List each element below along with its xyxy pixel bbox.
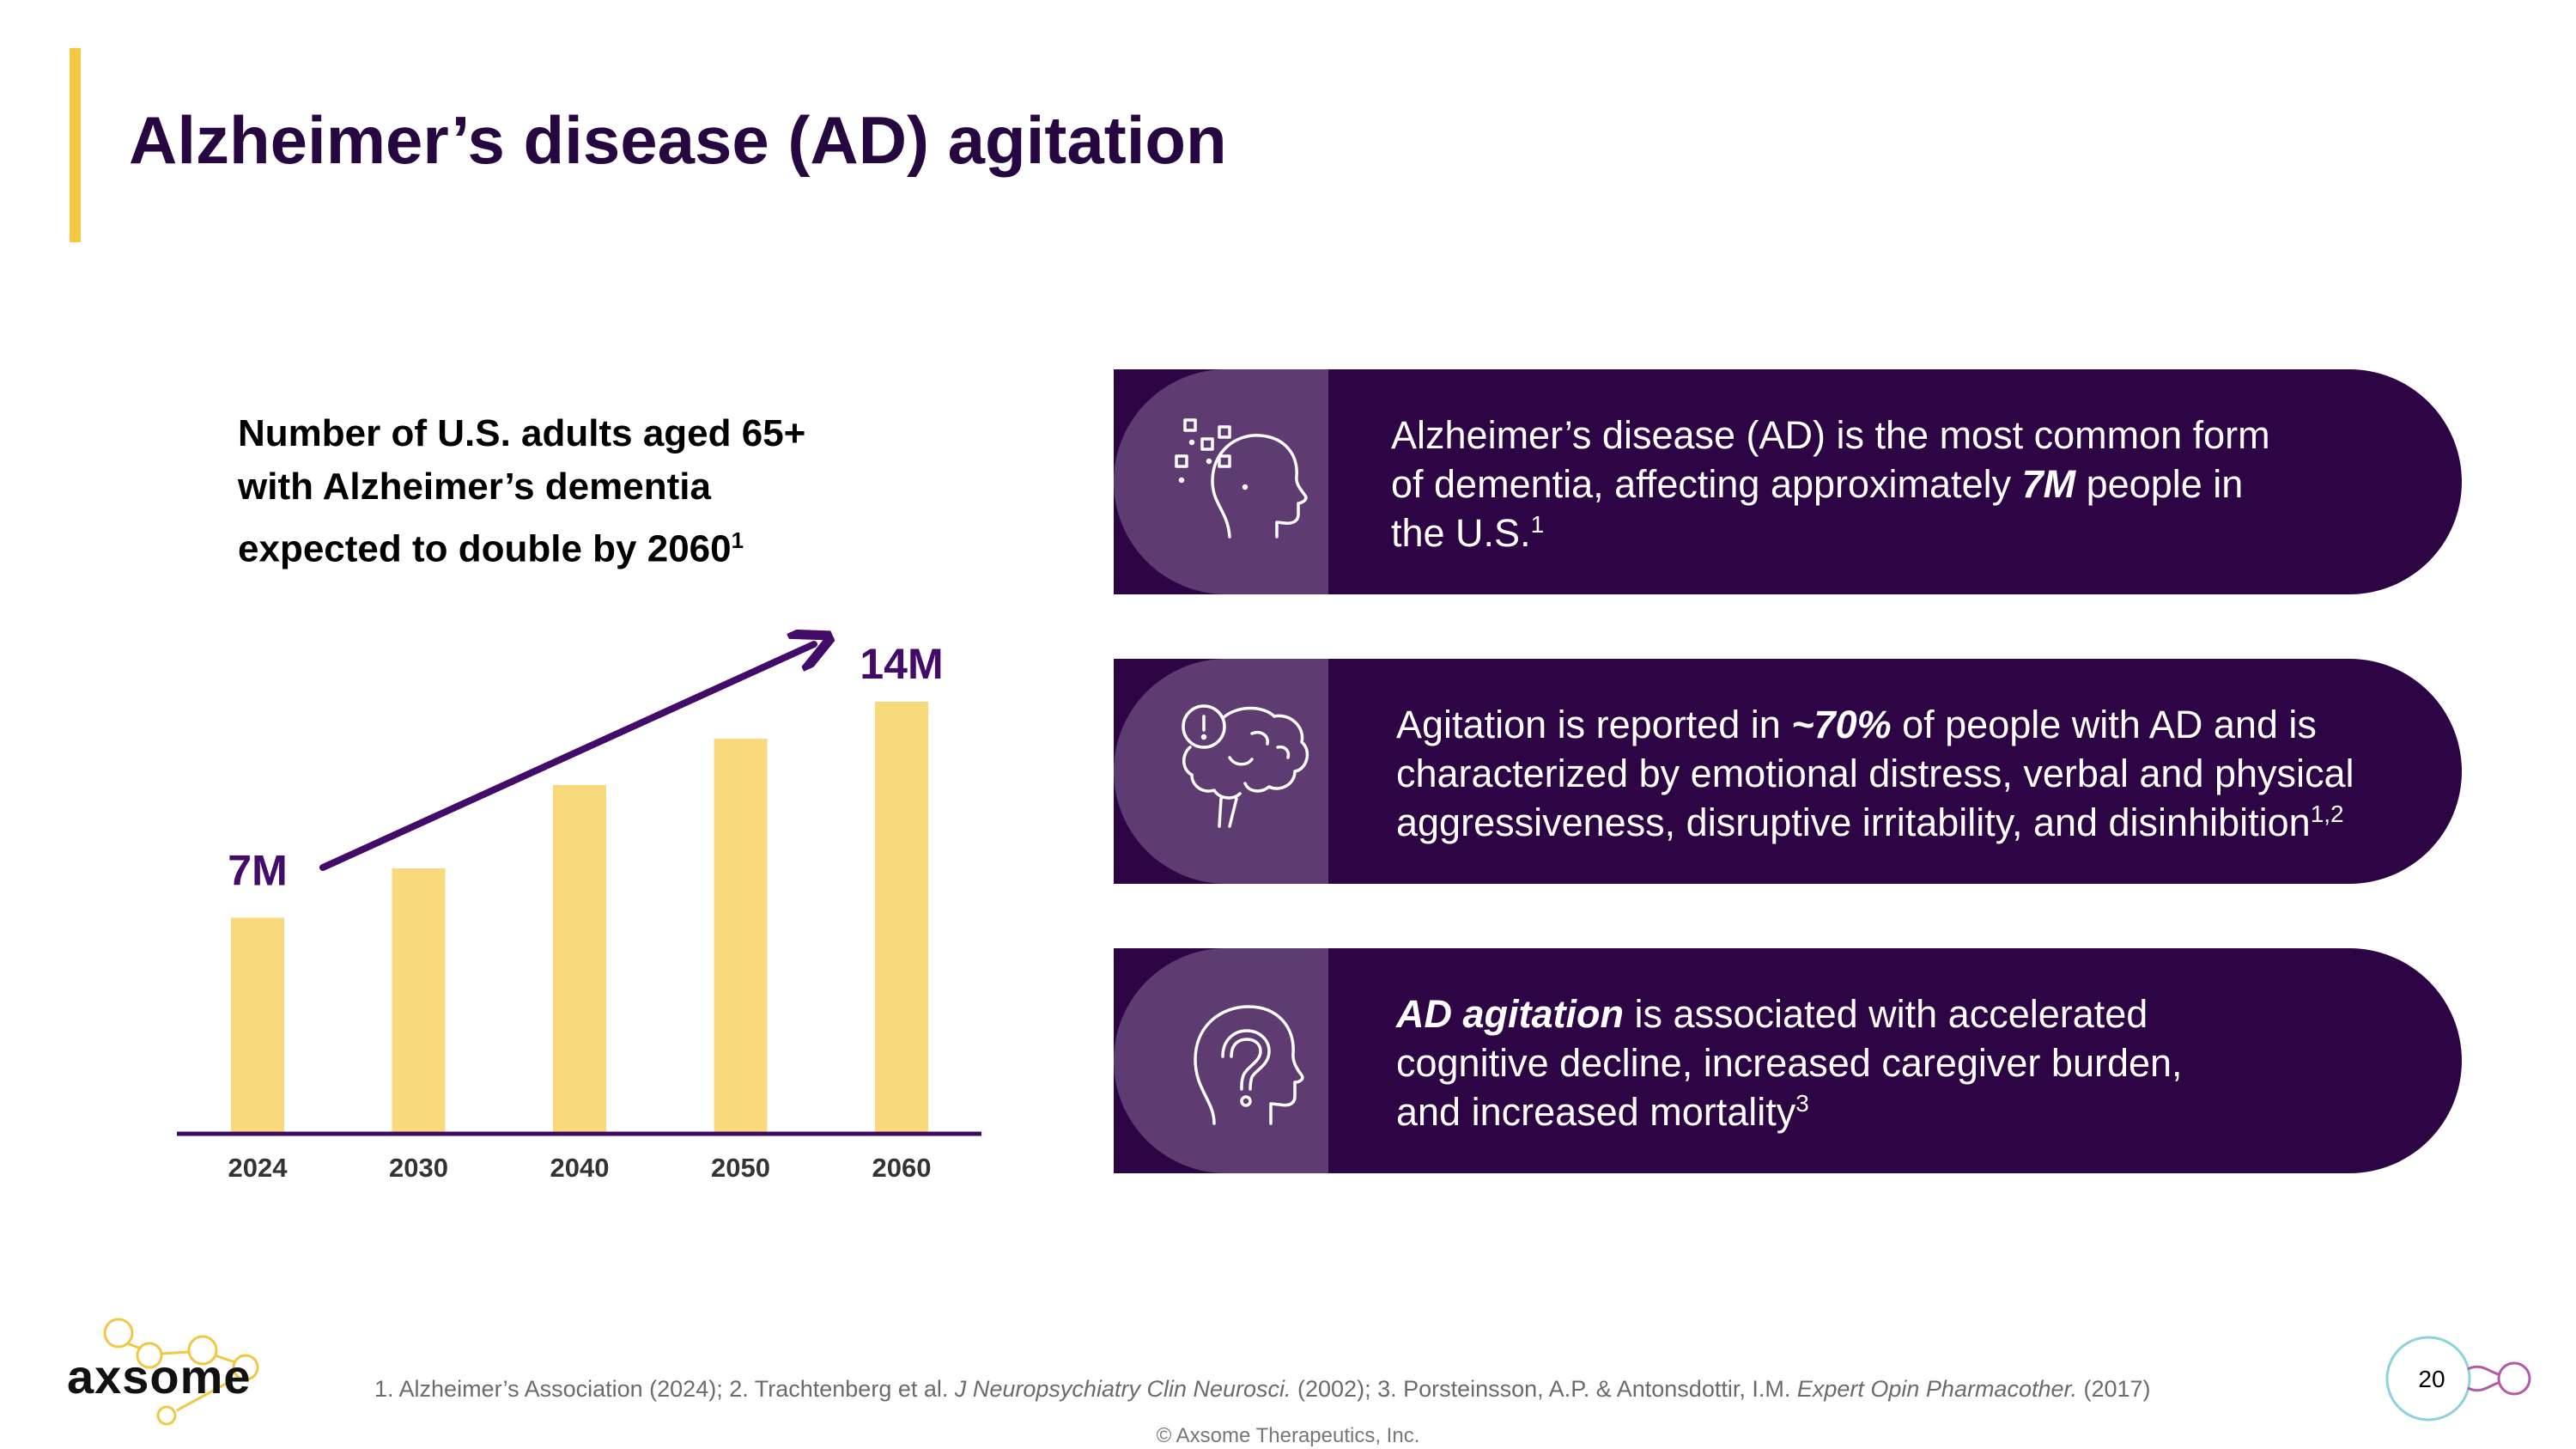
- reference-2-journal: Expert Opin Pharmacother.: [1796, 1376, 2077, 1402]
- chart-heading-line-1: Number of U.S. adults aged 65+: [238, 412, 806, 454]
- chart-heading-footnote-ref: 1: [731, 527, 744, 553]
- fact-card-agitation: [1114, 659, 2462, 884]
- bar-2024: [231, 917, 284, 1134]
- x-tick-label-2040: 2040: [550, 1153, 610, 1183]
- fact-2-line-3: aggressiveness, disruptive irritability,…: [1396, 798, 2444, 847]
- fact-card-agitation-icon-panel: [1114, 659, 1328, 884]
- bar-2050: [714, 739, 768, 1134]
- fact-1-line-2-pre: of dementia, affecting approximately: [1391, 462, 2022, 506]
- fact-3-line-1-post: is associated with accelerated: [1624, 992, 2148, 1036]
- fact-1-line-3: the U.S.1: [1391, 508, 2439, 557]
- fact-2-line-1-post: of people with AD and is: [1891, 703, 2317, 746]
- reference-2: (2002); 3. Porsteinsson, A.P. & Antonsdo…: [1291, 1376, 1797, 1402]
- fact-1-emphasis: 7M: [2021, 462, 2076, 506]
- copyright: © Axsome Therapeutics, Inc.: [1156, 1424, 1420, 1447]
- chart-heading-line-3: expected to double by 20601: [238, 514, 925, 576]
- fact-text-agitation: Agitation is reported in ~70% of people …: [1396, 700, 2444, 847]
- bar-2030: [392, 868, 446, 1134]
- fact-1-line-2: of dementia, affecting approximately 7M …: [1391, 460, 2439, 508]
- fact-2-footnote-ref: 1,2: [2310, 801, 2344, 827]
- bar-2040: [553, 785, 606, 1134]
- chart-heading-line-3-text: expected to double by 2060: [238, 527, 732, 570]
- fact-text-consequences: AD agitation is associated with accelera…: [1396, 989, 2444, 1136]
- fact-text-prevalence: Alzheimer’s disease (AD) is the most com…: [1391, 411, 2439, 557]
- fact-1-line-3-text: the U.S.: [1391, 511, 1531, 555]
- x-tick-label-2024: 2024: [228, 1153, 289, 1183]
- fact-3-line-3-text: and increased mortality: [1396, 1090, 1796, 1134]
- page-title: Alzheimer’s disease (AD) agitation: [129, 102, 1227, 178]
- fact-3-line-1: AD agitation is associated with accelera…: [1396, 989, 2444, 1038]
- fact-3-line-2: cognitive decline, increased caregiver b…: [1396, 1041, 2183, 1085]
- trend-arrow: [319, 644, 814, 871]
- fact-card-prevalence-icon-panel: [1114, 369, 1328, 594]
- fact-1-line-2-post: people in: [2075, 462, 2244, 506]
- chart-heading: Number of U.S. adults aged 65+ with Alzh…: [238, 407, 925, 576]
- head-question-icon: [1194, 1005, 1304, 1125]
- fact-3-footnote-ref: 3: [1795, 1090, 1809, 1117]
- fact-2-line-2: characterized by emotional distress, ver…: [1396, 752, 2354, 795]
- fact-2-emphasis: ~70%: [1791, 703, 1892, 746]
- fact-3-line-3: and increased mortality3: [1396, 1087, 2444, 1136]
- fact-card-prevalence: [1114, 369, 2462, 594]
- fact-3-emphasis: AD agitation: [1396, 992, 1624, 1036]
- fact-card-consequences: [1114, 948, 2462, 1173]
- reference-1: 1. Alzheimer’s Association (2024); 2. Tr…: [374, 1376, 955, 1402]
- fact-1-footnote-ref: 1: [1530, 511, 1545, 538]
- reference-1-journal: J Neuropsychiatry Clin Neurosci.: [954, 1376, 1291, 1402]
- annotation-start-value: 7M: [228, 847, 287, 895]
- title-accent-bar: [70, 48, 81, 242]
- x-tick-label-2050: 2050: [711, 1153, 770, 1183]
- head-thoughts-icon: [1175, 418, 1308, 539]
- x-tick-label-2030: 2030: [389, 1153, 448, 1183]
- bar-2060: [875, 702, 928, 1134]
- page-number-badge: [2385, 1336, 2531, 1422]
- logo-molecule-graphic: [103, 1318, 259, 1426]
- annotation-end-value: 14M: [860, 640, 943, 688]
- reference-3: (2017): [2077, 1376, 2151, 1402]
- fact-1-line-1: Alzheimer’s disease (AD) is the most com…: [1391, 413, 2270, 457]
- bar-chart: 2024 2030 2040 2050 2060 7M 14M: [177, 0, 981, 1183]
- logo-wordmark: axsome: [67, 1349, 252, 1403]
- fact-2-line-1: Agitation is reported in ~70% of people …: [1396, 700, 2444, 749]
- x-tick-label-2060: 2060: [872, 1153, 932, 1183]
- brain-alert-icon: [1182, 704, 1309, 828]
- fact-2-line-1-pre: Agitation is reported in: [1396, 703, 1792, 746]
- fact-2-line-3-text: aggressiveness, disruptive irritability,…: [1396, 801, 2311, 844]
- chart-heading-line-2: with Alzheimer’s dementia: [238, 466, 711, 508]
- page-number: 20: [2418, 1366, 2445, 1392]
- references: 1. Alzheimer’s Association (2024); 2. Tr…: [374, 1376, 2151, 1403]
